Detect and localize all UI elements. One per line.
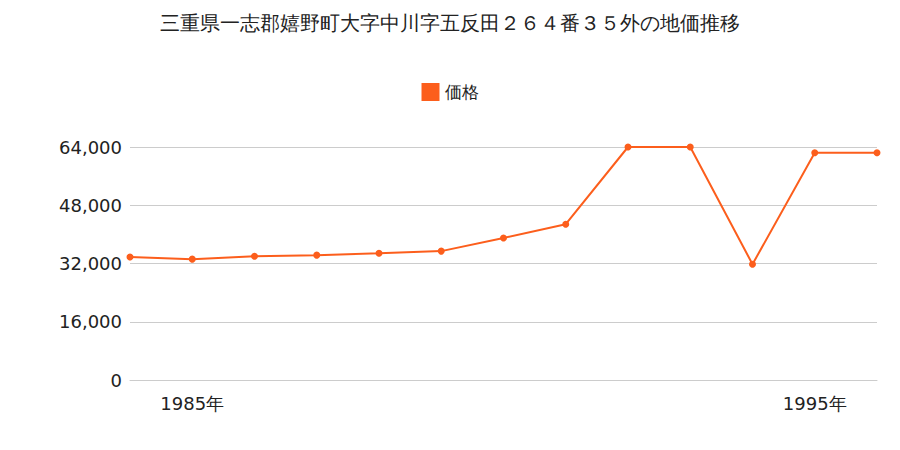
svg-text:1985年: 1985年	[160, 393, 224, 414]
svg-text:三重県一志郡嬉野町大字中川字五反田２６４番３５外の地価推移: 三重県一志郡嬉野町大字中川字五反田２６４番３５外の地価推移	[160, 11, 740, 35]
svg-text:価格: 価格	[445, 82, 479, 102]
svg-text:48,000: 48,000	[59, 195, 122, 216]
svg-text:16,000: 16,000	[59, 311, 122, 332]
svg-text:0: 0	[111, 370, 122, 391]
svg-text:64,000: 64,000	[59, 137, 122, 158]
svg-text:1995年: 1995年	[783, 393, 847, 414]
svg-text:32,000: 32,000	[59, 253, 122, 274]
